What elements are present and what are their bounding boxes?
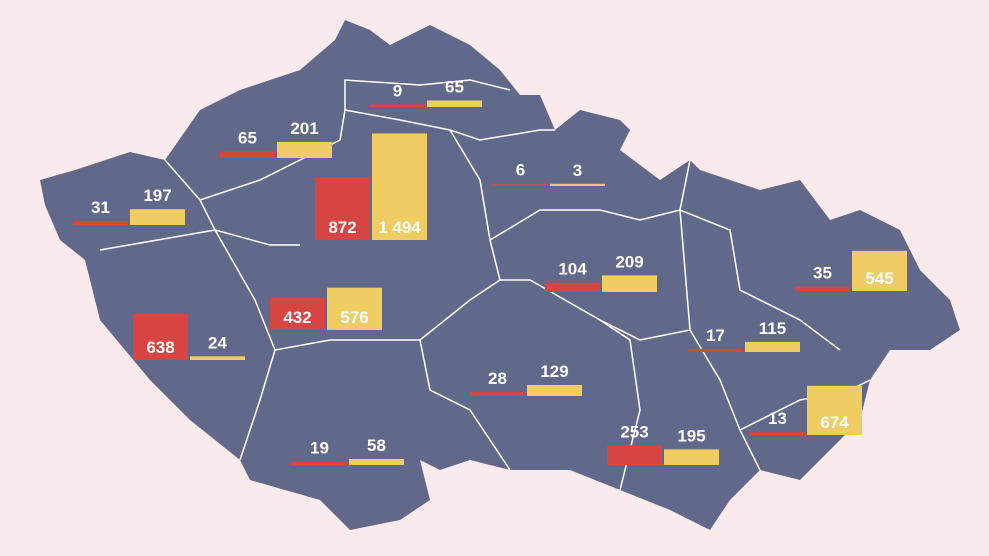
bar <box>602 275 657 292</box>
bar <box>807 385 862 435</box>
bar <box>292 461 347 465</box>
value-label: 58 <box>367 436 386 455</box>
value-label: 209 <box>615 252 643 271</box>
bar <box>349 458 404 465</box>
bar <box>664 449 719 465</box>
bar <box>493 183 548 186</box>
value-label: 17 <box>706 326 725 345</box>
value-label: 28 <box>488 369 507 388</box>
value-label: 65 <box>238 128 257 147</box>
bar <box>370 104 425 107</box>
value-label: 674 <box>820 413 849 432</box>
value-label: 576 <box>340 308 368 327</box>
value-label: 129 <box>540 362 568 381</box>
bar <box>607 445 662 465</box>
value-label: 104 <box>558 260 587 279</box>
value-label: 545 <box>865 269 893 288</box>
value-label: 432 <box>283 308 311 327</box>
value-label: 253 <box>620 422 648 441</box>
bar <box>73 220 128 225</box>
value-label: 35 <box>813 264 832 283</box>
bar <box>750 432 805 435</box>
bar <box>745 341 800 352</box>
bar <box>277 141 332 158</box>
value-label: 1 494 <box>378 218 421 237</box>
value-label: 3 <box>573 161 582 180</box>
bar <box>795 286 850 291</box>
bar <box>527 384 582 396</box>
value-label: 6 <box>516 161 525 180</box>
value-label: 195 <box>677 426 705 445</box>
bar <box>550 183 605 186</box>
bar <box>133 313 188 360</box>
bar <box>852 250 907 291</box>
bar <box>545 282 600 292</box>
bar <box>130 209 185 225</box>
bar <box>427 100 482 107</box>
value-label: 638 <box>146 338 174 357</box>
value-label: 31 <box>91 198 110 217</box>
bar <box>315 176 370 240</box>
value-label: 9 <box>393 81 402 100</box>
value-label: 24 <box>208 333 227 352</box>
bar <box>327 287 382 330</box>
value-label: 115 <box>759 319 786 338</box>
value-label: 197 <box>143 186 171 205</box>
country-shape <box>40 20 960 530</box>
value-label: 872 <box>328 218 356 237</box>
value-label: 65 <box>445 77 464 96</box>
bar <box>270 297 325 330</box>
bar <box>190 356 245 360</box>
bar <box>220 151 275 158</box>
value-label: 201 <box>290 119 318 138</box>
bar <box>688 348 743 352</box>
value-label: 19 <box>310 439 329 458</box>
bar <box>470 392 525 396</box>
value-label: 13 <box>768 409 787 428</box>
bar <box>372 133 427 240</box>
